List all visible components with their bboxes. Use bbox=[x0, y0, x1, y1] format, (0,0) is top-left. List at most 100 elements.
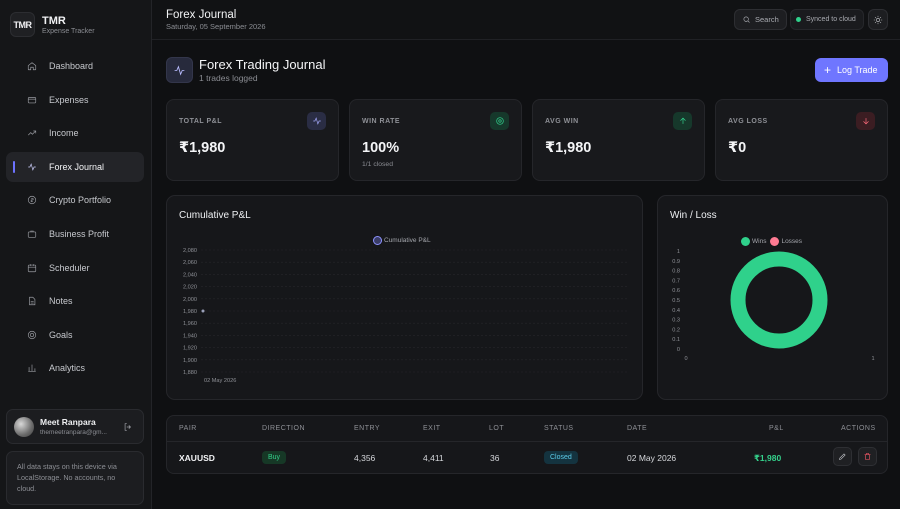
y-tick-label: 0.4 bbox=[672, 308, 680, 314]
sidebar-item-forex-journal[interactable]: Forex Journal bbox=[6, 151, 144, 182]
coin-icon bbox=[26, 194, 38, 206]
legend-label-wins[interactable]: Wins bbox=[752, 238, 767, 245]
trades-table: PAIR DIRECTION ENTRY EXIT LOT STATUS DAT… bbox=[166, 415, 888, 474]
log-trade-button[interactable]: + Log Trade bbox=[815, 58, 888, 82]
search-button[interactable]: Search bbox=[734, 9, 787, 30]
y-tick-label: 1,940 bbox=[183, 333, 197, 339]
stat-sub: 1/1 closed bbox=[362, 161, 393, 168]
x-tick-label: 1 bbox=[871, 356, 874, 362]
y-tick-label: 2,060 bbox=[183, 260, 197, 266]
stat-card-win-rate: WIN RATE 100% 1/1 closed bbox=[349, 99, 522, 181]
sidebar-item-label: Goals bbox=[49, 329, 73, 340]
y-tick-label: 2,040 bbox=[183, 272, 197, 278]
search-label: Search bbox=[755, 15, 779, 24]
arrow-up-icon bbox=[673, 112, 692, 130]
chart-title: Win / Loss bbox=[670, 210, 717, 221]
user-name: Meet Ranpara bbox=[40, 417, 96, 427]
sidebar: TMR TMR Expense Tracker Dashboard Expens… bbox=[0, 0, 152, 509]
stat-value: ₹1,980 bbox=[179, 140, 226, 156]
column-header-lot: LOT bbox=[489, 425, 505, 432]
sidebar-item-expenses[interactable]: Expenses bbox=[6, 85, 144, 115]
y-tick-label: 1,980 bbox=[183, 309, 197, 315]
file-icon bbox=[26, 295, 38, 307]
stat-label: WIN RATE bbox=[362, 118, 401, 125]
chart-title: Cumulative P&L bbox=[179, 210, 251, 221]
brand-name: TMR bbox=[42, 14, 66, 27]
cumulative-pnl-chart: 2,080 2,060 2,040 2,020 2,000 1,980 1,960 1,940… bbox=[183, 248, 629, 384]
plus-icon: + bbox=[824, 63, 832, 77]
target-icon bbox=[490, 112, 509, 130]
legend-swatch bbox=[373, 236, 382, 245]
cumulative-pnl-card: Cumulative P&L Cumulative P&L 2,080 2,060… bbox=[166, 195, 643, 400]
stat-label: AVG LOSS bbox=[728, 118, 768, 125]
activity-icon bbox=[26, 161, 38, 173]
column-header-entry: ENTRY bbox=[354, 425, 381, 432]
chart-legend[interactable]: Cumulative P&L bbox=[373, 236, 431, 245]
delete-trade-button[interactable] bbox=[858, 447, 877, 466]
theme-toggle-button[interactable] bbox=[868, 9, 888, 30]
target-icon bbox=[26, 329, 38, 341]
sidebar-item-notes[interactable]: Notes bbox=[6, 286, 144, 316]
sidebar-item-dashboard[interactable]: Dashboard bbox=[6, 51, 144, 81]
sidebar-item-crypto-portfolio[interactable]: Crypto Portfolio bbox=[6, 185, 144, 215]
user-card[interactable]: Meet Ranpara themeetranpara@gm... bbox=[6, 409, 144, 444]
briefcase-icon bbox=[26, 228, 38, 240]
stat-card-avg-loss: AVG LOSS ₹0 bbox=[715, 99, 888, 181]
sidebar-item-label: Notes bbox=[49, 296, 73, 307]
brand-subtitle: Expense Tracker bbox=[42, 27, 95, 35]
column-header-actions: ACTIONS bbox=[841, 425, 876, 432]
avatar bbox=[14, 416, 34, 437]
cell-pair: XAUUSD bbox=[179, 453, 215, 463]
bar-chart-icon bbox=[26, 362, 38, 374]
sun-icon bbox=[873, 15, 883, 24]
edit-trade-button[interactable] bbox=[833, 447, 852, 466]
sidebar-item-label: Income bbox=[49, 128, 79, 139]
x-tick-label: 02 May 2026 bbox=[204, 378, 236, 384]
stat-value: ₹1,980 bbox=[545, 140, 592, 156]
stat-label: TOTAL P&L bbox=[179, 118, 222, 125]
column-header-exit: EXIT bbox=[423, 425, 441, 432]
page-subtitle: 1 trades logged bbox=[199, 73, 258, 83]
wallet-icon bbox=[26, 94, 38, 106]
sidebar-item-label: Analytics bbox=[49, 363, 86, 374]
chart-legend: Wins Losses bbox=[741, 237, 802, 246]
column-header-date: DATE bbox=[627, 425, 648, 432]
table-divider bbox=[167, 441, 887, 442]
legend-swatch-losses[interactable] bbox=[770, 237, 780, 246]
column-header-status: STATUS bbox=[544, 425, 574, 432]
y-tick-label: 0.1 bbox=[672, 337, 680, 343]
sidebar-item-label: Forex Journal bbox=[49, 161, 105, 172]
win-loss-chart: 1 0.9 0.8 0.7 0.6 0.5 0.4 0.3 0.2 0.1 00 1 bbox=[672, 249, 874, 362]
home-icon bbox=[26, 60, 38, 72]
topbar-title: Forex Journal bbox=[166, 9, 237, 21]
stat-card-total-pnl: TOTAL P&L ₹1,980 bbox=[166, 99, 339, 181]
sidebar-item-analytics[interactable]: Analytics bbox=[6, 353, 144, 383]
sidebar-item-income[interactable]: Income bbox=[6, 118, 144, 148]
brand-logo: TMR bbox=[10, 12, 35, 37]
x-tick-label: 0 bbox=[684, 356, 687, 362]
cell-date: 02 May 2026 bbox=[627, 453, 677, 463]
sidebar-item-label: Scheduler bbox=[49, 262, 90, 273]
y-tick-label: 1,900 bbox=[183, 358, 197, 364]
y-tick-label: 2,080 bbox=[183, 248, 197, 254]
status-badge: Closed bbox=[544, 451, 578, 464]
storage-note: All data stays on this device via LocalS… bbox=[6, 451, 144, 505]
sync-label: Synced to cloud bbox=[806, 16, 856, 23]
y-tick-label: 0.6 bbox=[672, 288, 680, 294]
y-tick-label: 1,920 bbox=[183, 346, 197, 352]
y-tick-label: 0.3 bbox=[672, 318, 680, 324]
sidebar-item-goals[interactable]: Goals bbox=[6, 320, 144, 350]
stat-value: ₹0 bbox=[728, 140, 747, 156]
logout-icon[interactable] bbox=[123, 422, 133, 432]
legend-label: Cumulative P&L bbox=[384, 237, 431, 244]
legend-label-losses[interactable]: Losses bbox=[781, 238, 803, 245]
column-header-direction: DIRECTION bbox=[262, 425, 305, 432]
sidebar-item-business-profit[interactable]: Business Profit bbox=[6, 219, 144, 249]
legend-swatch-wins[interactable] bbox=[741, 237, 750, 246]
cell-pnl: ₹1,980 bbox=[754, 453, 782, 463]
y-tick-label: 1 bbox=[677, 249, 680, 255]
y-tick-label: 2,020 bbox=[183, 285, 197, 291]
sidebar-item-label: Crypto Portfolio bbox=[49, 195, 112, 206]
brand[interactable]: TMR TMR Expense Tracker bbox=[10, 12, 95, 37]
sidebar-item-scheduler[interactable]: Scheduler bbox=[6, 253, 144, 283]
